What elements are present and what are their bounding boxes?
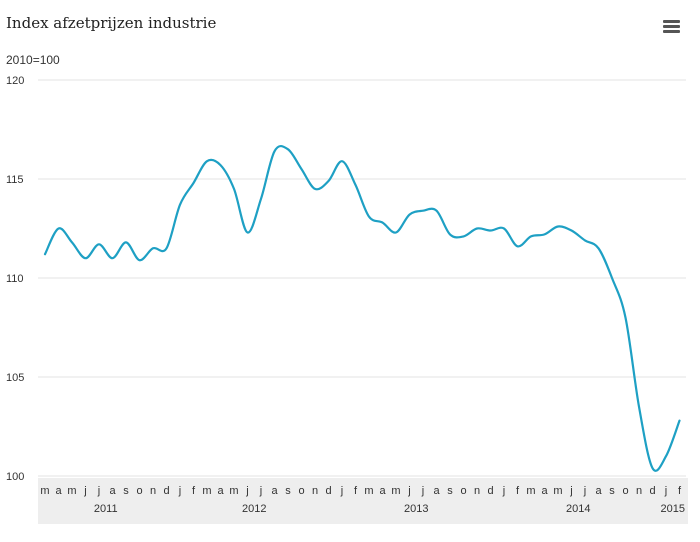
x-tick-label: j [83, 485, 86, 497]
x-tick-label: o [298, 485, 304, 497]
year-label: 2012 [242, 503, 266, 515]
x-tick-label: a [379, 485, 386, 497]
x-tick-label: j [97, 485, 100, 497]
x-tick-label: d [649, 485, 655, 497]
x-tick-label: a [433, 485, 440, 497]
x-tick-label: s [447, 485, 453, 497]
y-tick-label: 100 [6, 471, 24, 483]
x-tick-label: a [595, 485, 602, 497]
x-tick-label: m [40, 485, 49, 497]
x-tick-label: j [259, 485, 262, 497]
x-tick-label: j [664, 485, 667, 497]
chart-subtitle: 2010=100 [6, 53, 60, 67]
year-label: 2015 [661, 503, 685, 515]
x-tick-label: o [460, 485, 466, 497]
y-tick-label: 110 [6, 273, 24, 285]
x-tick-label: m [553, 485, 562, 497]
x-tick-label: a [541, 485, 548, 497]
x-tick-label: f [354, 485, 358, 497]
x-tick-label: o [622, 485, 628, 497]
year-label: 2013 [404, 503, 428, 515]
x-tick-label: s [609, 485, 615, 497]
year-label: 2011 [94, 503, 118, 515]
x-axis-band [38, 478, 688, 524]
menu-bar [663, 25, 680, 28]
x-tick-label: j [340, 485, 343, 497]
year-label: 2014 [566, 503, 590, 515]
x-tick-label: m [67, 485, 76, 497]
x-tick-label: n [636, 485, 642, 497]
chart-title: Index afzetprijzen industrie [6, 14, 217, 32]
x-tick-label: j [421, 485, 424, 497]
y-tick-label: 115 [6, 174, 24, 186]
x-tick-label: j [583, 485, 586, 497]
x-tick-label: n [150, 485, 156, 497]
x-tick-label: m [391, 485, 400, 497]
x-tick-label: m [364, 485, 373, 497]
menu-bar [663, 20, 680, 23]
x-tick-label: f [678, 485, 682, 497]
x-tick-label: n [312, 485, 318, 497]
x-tick-label: o [136, 485, 142, 497]
x-tick-label: a [55, 485, 62, 497]
x-tick-label: m [202, 485, 211, 497]
x-tick-label: f [192, 485, 196, 497]
x-tick-label: a [217, 485, 224, 497]
x-tick-label: s [123, 485, 129, 497]
x-tick-label: d [163, 485, 169, 497]
x-tick-label: m [229, 485, 238, 497]
x-tick-label: a [109, 485, 116, 497]
x-tick-label: a [271, 485, 278, 497]
x-tick-label: j [502, 485, 505, 497]
x-tick-label: d [487, 485, 493, 497]
series-line [43, 144, 681, 472]
menu-bar [663, 30, 680, 33]
x-tick-label: m [526, 485, 535, 497]
y-tick-label: 120 [6, 75, 24, 87]
x-tick-label: f [516, 485, 520, 497]
hamburger-menu-icon[interactable] [663, 20, 681, 36]
x-tick-label: j [569, 485, 572, 497]
x-tick-label: j [245, 485, 248, 497]
x-tick-label: d [325, 485, 331, 497]
x-tick-label: n [474, 485, 480, 497]
x-tick-label: s [285, 485, 291, 497]
y-tick-label: 105 [6, 372, 24, 384]
x-tick-label: j [178, 485, 181, 497]
x-tick-label: j [407, 485, 410, 497]
